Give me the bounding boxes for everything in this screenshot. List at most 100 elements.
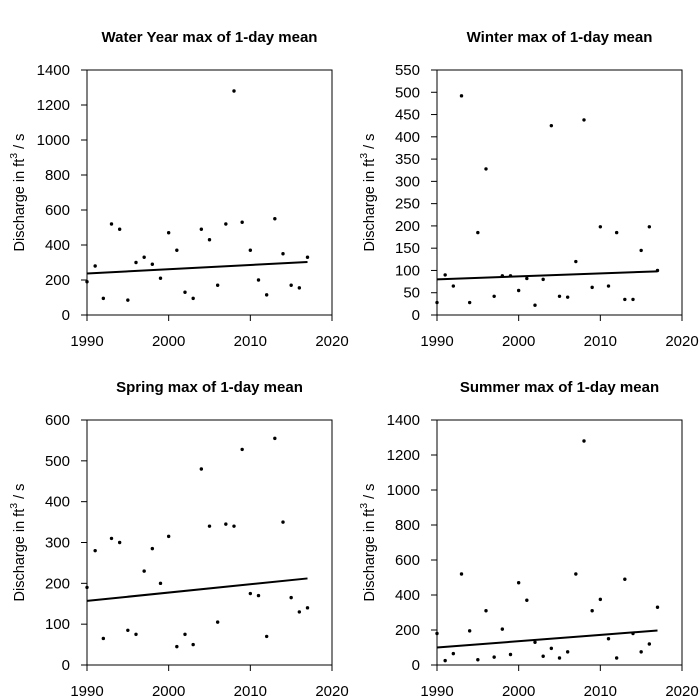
data-point	[549, 646, 554, 651]
y-tick-label: 800	[45, 167, 70, 184]
x-tick-label: 2020	[665, 333, 698, 350]
y-tick-label: 0	[62, 657, 70, 674]
y-tick-label: 500	[395, 84, 420, 101]
data-point	[117, 540, 122, 545]
trend-line	[86, 260, 308, 275]
x-tick-label: 2000	[502, 333, 535, 350]
trend-line	[86, 577, 308, 602]
data-point	[508, 274, 513, 278]
data-point	[240, 447, 244, 452]
data-point	[117, 227, 122, 231]
y-axis-label-main: Discharge in ft	[362, 159, 378, 252]
y-tick-label: 450	[395, 107, 420, 124]
data-point	[525, 276, 529, 281]
y-axis-label-tail: / s	[12, 484, 28, 503]
x-tick-label: 2000	[152, 333, 185, 350]
data-point	[142, 569, 146, 573]
data-point	[215, 620, 220, 624]
y-axis-label-main: Discharge in ft	[12, 159, 28, 252]
data-point	[476, 658, 480, 662]
data-point	[655, 605, 660, 609]
data-point	[289, 595, 293, 600]
plot-frame	[436, 69, 683, 316]
data-point	[435, 300, 439, 305]
x-tick-label: 2020	[665, 683, 698, 700]
data-point	[281, 520, 285, 524]
data-point	[273, 217, 277, 221]
x-tick-label: 1990	[420, 683, 453, 700]
x-tick-label: 2010	[584, 683, 617, 700]
y-tick-label: 350	[395, 151, 420, 168]
y-axis-label-main: Discharge in ft	[12, 509, 28, 602]
data-point	[655, 268, 660, 273]
y-tick-label: 250	[395, 196, 420, 213]
data-point	[166, 231, 171, 235]
y-tick-label: 400	[395, 129, 420, 146]
data-point	[199, 227, 204, 231]
data-point	[248, 591, 253, 596]
plot-frame	[86, 69, 333, 316]
y-tick-label: 550	[395, 62, 420, 79]
data-point	[557, 656, 562, 660]
data-point	[467, 629, 472, 633]
data-point	[484, 167, 488, 171]
data-point	[93, 548, 97, 553]
data-point	[264, 293, 269, 297]
data-point	[508, 652, 513, 657]
data-point	[289, 283, 293, 287]
data-point	[224, 222, 228, 226]
y-axis-label-superscript: 3	[358, 503, 370, 509]
data-point	[142, 255, 146, 259]
trend-line	[436, 629, 658, 649]
trend-line	[436, 270, 658, 281]
data-point	[574, 259, 578, 264]
data-point	[533, 303, 537, 307]
y-axis-label-superscript: 3	[8, 503, 20, 509]
data-point	[101, 296, 106, 301]
data-point	[565, 650, 570, 654]
x-tick-label: 1990	[70, 683, 103, 700]
data-point	[240, 220, 244, 224]
data-point	[109, 536, 114, 541]
y-tick-label: 200	[45, 575, 70, 592]
data-point	[484, 609, 488, 613]
data-point	[191, 642, 195, 647]
data-point	[492, 655, 496, 659]
y-tick-label: 100	[45, 616, 70, 633]
y-tick-label: 200	[395, 218, 420, 235]
data-point	[281, 252, 285, 256]
data-point	[297, 610, 302, 614]
data-point	[590, 285, 594, 290]
data-point	[158, 276, 163, 280]
data-point	[297, 286, 302, 290]
x-tick-label: 1990	[420, 333, 453, 350]
y-tick-label: 200	[45, 272, 70, 289]
data-point	[305, 606, 310, 610]
y-tick-label: 100	[395, 262, 420, 279]
data-point	[582, 439, 586, 443]
y-axis-label-tail: / s	[12, 134, 28, 153]
y-tick-label: 400	[45, 494, 70, 511]
data-point	[565, 295, 570, 299]
data-point	[492, 294, 496, 298]
data-point	[232, 89, 236, 93]
data-point	[500, 627, 505, 631]
data-point	[166, 534, 171, 539]
data-point	[623, 297, 627, 302]
data-point	[614, 230, 619, 235]
data-point	[451, 651, 456, 656]
data-point	[207, 524, 212, 528]
chart-title: Spring max of 1-day mean	[116, 379, 303, 396]
data-point	[549, 123, 554, 128]
x-tick-label: 2010	[234, 683, 267, 700]
data-point	[158, 581, 163, 586]
data-point	[459, 94, 464, 98]
data-point	[500, 274, 505, 278]
data-point	[606, 284, 611, 288]
data-point	[631, 297, 635, 302]
x-tick-label: 2000	[152, 683, 185, 700]
